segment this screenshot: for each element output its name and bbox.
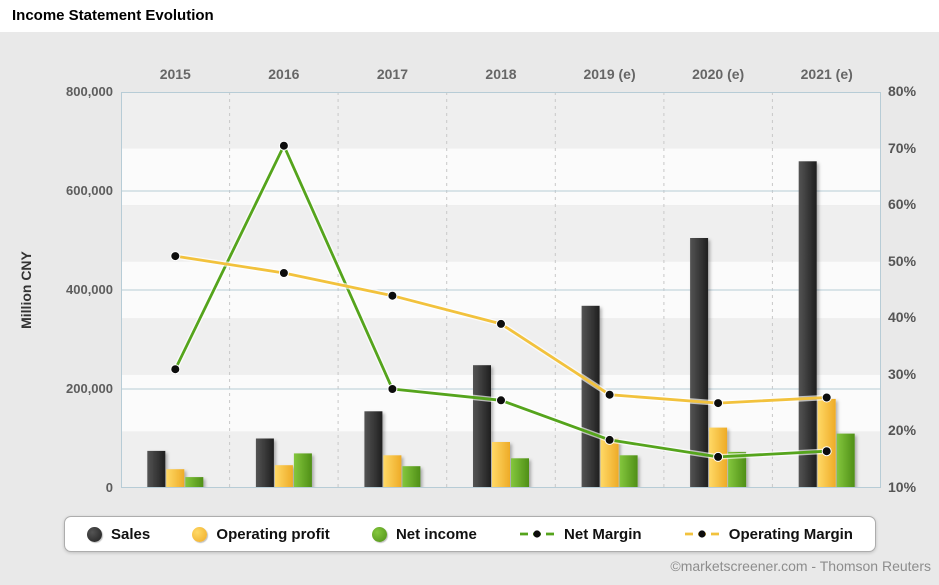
plot-band bbox=[121, 148, 881, 206]
bar-net-income-2020 (e) bbox=[728, 451, 747, 488]
legend-swatch-operating-profit bbox=[192, 526, 208, 542]
x-label-2018: 2018 bbox=[485, 66, 517, 82]
legend-label-sales: Sales bbox=[111, 525, 151, 543]
left-tick-400,000: 400,000 bbox=[66, 282, 113, 297]
bar-sales-2016 bbox=[255, 438, 274, 488]
chart-canvas bbox=[121, 92, 881, 489]
marker-net-margin-2016 bbox=[278, 140, 289, 151]
right-tick-50%: 50% bbox=[888, 253, 917, 269]
legend-swatch-sales bbox=[87, 526, 102, 542]
bar-sales-2015 bbox=[147, 450, 166, 488]
left-tick-800,000: 800,000 bbox=[66, 84, 113, 99]
bar-net-income-2016 bbox=[293, 453, 312, 488]
right-tick-80%: 80% bbox=[888, 83, 917, 99]
right-tick-70%: 70% bbox=[888, 140, 917, 156]
marker-net-margin-2015 bbox=[170, 364, 181, 375]
marker-operating-margin-2019 (e) bbox=[604, 389, 615, 400]
bar-net-income-2019 (e) bbox=[619, 455, 638, 488]
left-axis-title: Million CNY bbox=[18, 251, 34, 329]
chart-header: Income Statement Evolution bbox=[0, 0, 939, 32]
right-tick-30%: 30% bbox=[888, 366, 917, 382]
x-label-2017: 2017 bbox=[376, 66, 408, 82]
right-tick-10%: 10% bbox=[888, 479, 917, 495]
legend-label-operating-margin: Operating Margin bbox=[728, 525, 853, 543]
right-tick-60%: 60% bbox=[888, 196, 917, 212]
bar-operating-profit-2016 bbox=[274, 465, 293, 488]
chart-title: Income Statement Evolution bbox=[12, 7, 214, 24]
x-axis-labels: 2015 2016 2017 2018 2019 (e) 2020 (e) 2021 (e) bbox=[0, 66, 939, 86]
x-label-2020 (e): 2020 (e) bbox=[692, 66, 745, 82]
legend-item-operating-margin: Operating Margin bbox=[684, 526, 853, 543]
plot-border bbox=[121, 92, 881, 488]
marker-operating-margin-2015 bbox=[170, 251, 181, 262]
bar-sales-2020 (e) bbox=[690, 238, 709, 488]
legend-item-operating-profit: Operating profit bbox=[192, 525, 330, 543]
bar-sales-2021 (e) bbox=[798, 161, 817, 489]
bar-net-income-2017 bbox=[402, 466, 421, 488]
bar-operating-profit-2018 bbox=[492, 442, 510, 488]
x-label-2016: 2016 bbox=[268, 66, 300, 82]
legend-item-net-income: Net income bbox=[371, 525, 477, 543]
marker-operating-margin-2016 bbox=[278, 268, 289, 278]
marker-net-margin-2018 bbox=[496, 395, 506, 406]
right-axis-ticks: 80% 70% 60% 50% 40% 30% 20% 10% bbox=[888, 83, 936, 495]
x-label-2015: 2015 bbox=[159, 66, 191, 82]
legend-label-net-income: Net income bbox=[395, 525, 477, 543]
bar-operating-profit-2015 bbox=[166, 469, 185, 488]
left-tick-0: 0 bbox=[105, 480, 113, 495]
bar-sales-2019 (e) bbox=[581, 305, 600, 488]
marker-net-margin-2017 bbox=[387, 384, 398, 394]
marker-net-margin-2021 (e) bbox=[821, 446, 832, 457]
marker-net-margin-2020 (e) bbox=[713, 451, 724, 462]
credit: ©marketscreener.com - Thomson Reuters bbox=[670, 558, 931, 574]
bar-operating-profit-2019 (e) bbox=[600, 438, 619, 488]
marker-operating-margin-2020 (e) bbox=[713, 398, 724, 409]
marker-net-margin-2019 (e) bbox=[604, 434, 615, 445]
bar-sales-2018 bbox=[473, 365, 491, 488]
legend-swatch-operating-margin bbox=[684, 530, 719, 538]
bar-net-income-2018 bbox=[511, 458, 529, 488]
left-axis-ticks: 800,000 600,000 400,000 200,000 0 bbox=[20, 84, 113, 495]
bar-net-income-2021 (e) bbox=[836, 433, 855, 488]
x-label-2019 (e): 2019 (e) bbox=[583, 66, 636, 82]
legend: Sales Operating profit Net income Net Margi… bbox=[64, 516, 876, 552]
right-tick-20%: 20% bbox=[888, 422, 917, 438]
legend-swatch-net-income bbox=[371, 526, 387, 542]
plot-area bbox=[121, 92, 881, 489]
bar-sales-2017 bbox=[364, 411, 383, 488]
legend-label-operating-profit: Operating profit bbox=[216, 525, 330, 543]
x-label-2021 (e): 2021 (e) bbox=[800, 66, 853, 82]
bar-operating-profit-2017 bbox=[383, 455, 402, 488]
plot-band bbox=[121, 92, 881, 149]
right-tick-40%: 40% bbox=[888, 309, 917, 325]
legend-item-net-margin: Net Margin bbox=[519, 526, 642, 543]
left-tick-600,000: 600,000 bbox=[66, 183, 113, 198]
marker-operating-margin-2018 bbox=[496, 318, 506, 329]
legend-label-net-margin: Net Margin bbox=[564, 525, 642, 543]
bar-net-income-2015 bbox=[185, 477, 204, 488]
bar-operating-profit-2021 (e) bbox=[817, 398, 836, 488]
legend-swatch-net-margin bbox=[520, 530, 555, 538]
legend-item-sales: Sales bbox=[87, 526, 150, 543]
marker-operating-margin-2021 (e) bbox=[821, 392, 832, 403]
left-tick-200,000: 200,000 bbox=[66, 381, 113, 396]
plot-band bbox=[121, 205, 881, 262]
marker-operating-margin-2017 bbox=[387, 290, 398, 301]
